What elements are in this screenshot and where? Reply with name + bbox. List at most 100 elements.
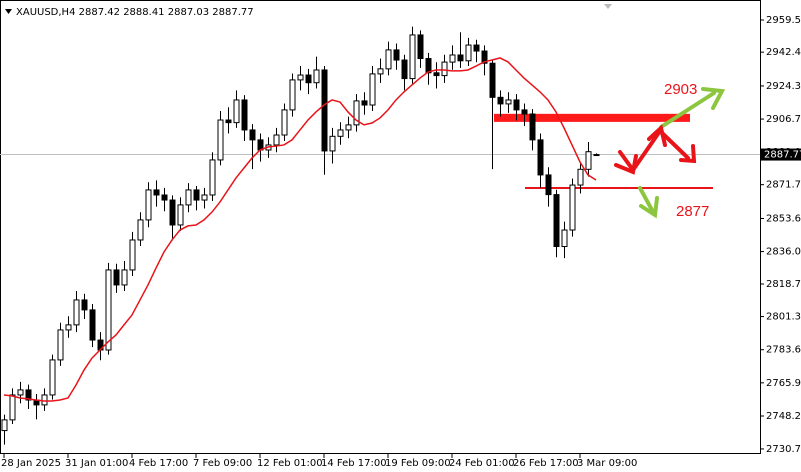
candle-body [353, 100, 360, 126]
candle-body [233, 99, 240, 124]
candle-body [49, 359, 56, 396]
candle-body [129, 239, 136, 271]
candle-body [369, 73, 376, 106]
candle-body [473, 44, 480, 52]
y-tick-label: 2959.57 [766, 15, 801, 26]
candle-body [273, 134, 280, 146]
candle-body [225, 119, 232, 124]
candle-body [361, 100, 368, 106]
y-tick-label: 2836.00 [766, 247, 801, 258]
y-tick-label: 2748.28 [766, 411, 801, 422]
x-tick-label: 26 Feb 17:00 [513, 458, 579, 469]
candle-body [593, 154, 600, 157]
candle-body [329, 135, 336, 152]
candle-body [385, 49, 392, 70]
price-tag [761, 148, 801, 161]
candle-body [433, 72, 440, 77]
candle-body [297, 74, 304, 81]
header-marker [5, 9, 12, 14]
candle-body [345, 124, 352, 131]
candle-body [401, 59, 408, 80]
x-tick-label: 14 Feb 17:00 [321, 458, 387, 469]
candle-body [553, 194, 560, 248]
candle-body [9, 394, 16, 421]
candle-body [561, 229, 568, 248]
candle-body [193, 189, 200, 201]
candle-body [337, 129, 344, 137]
candle-body [505, 99, 512, 105]
high-value: 2888.41 [123, 7, 164, 18]
candle-body [457, 54, 464, 62]
level-label: 2877 [676, 203, 709, 220]
candle-body [137, 219, 144, 241]
candle-body [41, 394, 48, 406]
candle-body [545, 174, 552, 196]
y-tick-label: 2871.70 [766, 180, 801, 191]
candle-body [441, 61, 448, 77]
candle-body [121, 269, 128, 286]
x-tick-label: 24 Feb 01:00 [449, 458, 515, 469]
candle-body [161, 194, 168, 201]
y-tick-label: 2765.97 [766, 378, 801, 389]
arrows [614, 87, 726, 219]
candle-body [537, 139, 544, 176]
x-tick-label: 19 Feb 09:00 [385, 458, 451, 469]
candle-body [65, 324, 72, 331]
candle-body [497, 96, 504, 105]
candle-body [113, 269, 120, 286]
zone-label: 2903 [664, 81, 697, 98]
candle-body [393, 49, 400, 61]
x-tick-label: 28 Jan 2025 [1, 458, 61, 469]
candle-body [73, 299, 80, 326]
moving-average [3, 57, 597, 402]
candle-body [209, 159, 216, 196]
candle-body [89, 309, 96, 341]
symbol: XAUUSD,H4 [16, 7, 75, 18]
y-tick-label: 2783.65 [766, 345, 801, 356]
candle-body [313, 69, 320, 84]
price-tag-label: 2887.77 [764, 150, 801, 161]
candle-body [481, 50, 488, 64]
y-tick-label: 2801.32 [766, 312, 801, 323]
resistance-zone [494, 113, 690, 122]
x-tick-label: 7 Feb 09:00 [193, 458, 252, 469]
candle-body [177, 204, 184, 226]
candle-body [489, 62, 496, 98]
candle-body [425, 58, 432, 74]
arrow-head-2 [647, 124, 667, 147]
y-tick-label: 2730.70 [766, 444, 801, 455]
candle-body [289, 79, 296, 111]
candle-body [241, 99, 248, 131]
candle-body [169, 199, 176, 226]
candle-body [1, 419, 8, 432]
arrow-down [638, 186, 654, 212]
candle-body [513, 99, 520, 111]
candle-body [81, 299, 88, 311]
candle-body [25, 389, 32, 401]
candle-body [185, 189, 192, 206]
shift-marker [604, 4, 612, 9]
x-tick-label: 12 Feb 01:00 [257, 458, 323, 469]
y-tick-label: 2942.40 [766, 47, 801, 58]
y-tick-label: 2906.70 [766, 114, 801, 125]
candle-body [57, 329, 64, 361]
candle-body [153, 189, 160, 196]
arrow-up [659, 91, 716, 129]
candle-body [145, 189, 152, 221]
candle-body [417, 34, 424, 60]
candle-body [529, 113, 536, 141]
plot-area [0, 26, 760, 445]
candle-body [521, 109, 528, 115]
candle-body [281, 109, 288, 136]
y-tick-label: 2853.67 [766, 213, 801, 224]
candle-body [249, 129, 256, 141]
low-value: 2887.03 [168, 7, 209, 18]
candle-body [449, 54, 456, 63]
candle-body [585, 151, 592, 170]
arrow-path [618, 127, 690, 174]
x-tick-label: 3 Mar 09:00 [577, 458, 637, 469]
x-tick-label: 31 Jan 01:00 [65, 458, 128, 469]
arrow-down-head [639, 196, 659, 219]
